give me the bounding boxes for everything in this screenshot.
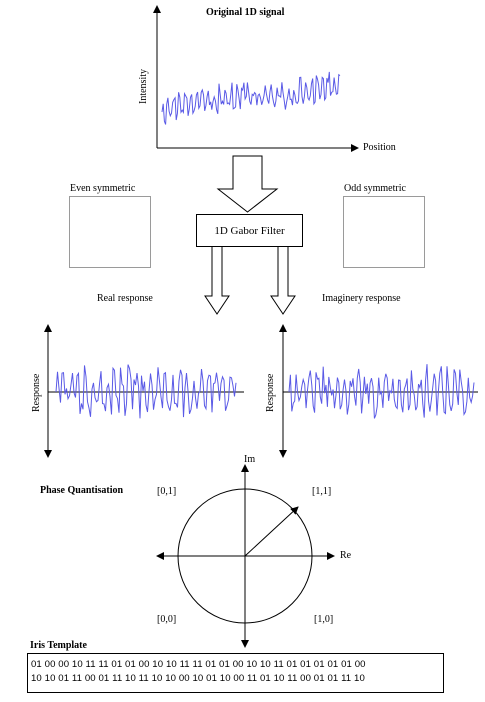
quadrant-label-top-right: [1,1]	[312, 486, 332, 497]
imaginary-response-title: Imaginery response	[322, 293, 401, 304]
odd-symmetric-box	[343, 196, 425, 268]
real-response-title: Real response	[97, 293, 153, 304]
iris-template-row-2: 10 10 01 11 00 01 11 10 11 10 10 00 10 0…	[31, 673, 365, 684]
imaginary-response-ylabel: Response	[265, 373, 276, 412]
phase-vector-arrow	[244, 506, 299, 557]
arrow-to-imaginary-response	[270, 245, 296, 315]
complex-plane	[156, 464, 335, 648]
quadrant-label-top-left: [0,1]	[157, 486, 177, 497]
gabor-filter-label: 1D Gabor Filter	[214, 224, 285, 237]
arrow-to-real-response	[204, 245, 230, 315]
original-signal-trace	[161, 71, 341, 125]
gabor-filter-box: 1D Gabor Filter	[196, 214, 303, 247]
real-response-trace	[55, 364, 237, 419]
down-arrow-to-filter	[216, 155, 279, 213]
imaginary-response-trace	[288, 364, 475, 419]
iris-template-row-1: 01 00 00 10 11 11 01 01 00 10 10 11 11 0…	[31, 659, 366, 670]
even-symmetric-box	[69, 196, 151, 268]
re-axis-label: Re	[340, 550, 352, 561]
quadrant-label-bottom-left: [0,0]	[157, 614, 177, 625]
original-signal-title: Original 1D signal	[206, 7, 285, 18]
iris-template-box: 01 00 00 10 11 11 01 01 00 10 10 11 11 0…	[27, 653, 444, 693]
even-symmetric-label: Even symmetric	[70, 183, 136, 194]
unit-circle	[177, 488, 313, 624]
iris-template-title: Iris Template	[30, 640, 87, 651]
intensity-axis-label: Intensity	[138, 69, 149, 104]
real-response-axes	[44, 324, 244, 458]
position-axis-label: Position	[363, 142, 396, 153]
original-signal-axes	[153, 5, 359, 152]
phase-quantisation-title: Phase Quantisation	[40, 485, 124, 496]
im-axis-label: Im	[244, 454, 256, 465]
odd-symmetric-label: Odd symmetric	[344, 183, 406, 194]
quadrant-label-bottom-right: [1,0]	[314, 614, 334, 625]
real-response-ylabel: Response	[31, 373, 42, 412]
